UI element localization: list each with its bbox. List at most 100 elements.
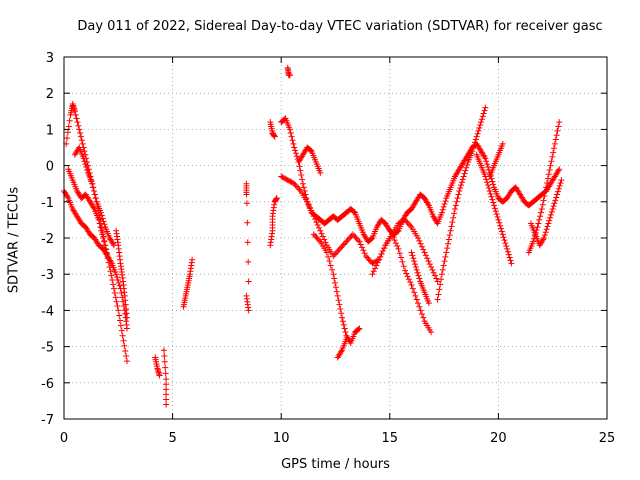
data-point: [343, 336, 350, 343]
y-tick-label: 1: [46, 123, 54, 138]
data-point: [507, 257, 514, 264]
data-point: [553, 132, 560, 139]
data-point: [482, 155, 489, 162]
data-point: [75, 122, 82, 129]
data-point: [317, 169, 324, 176]
data-point: [430, 269, 437, 276]
data-point: [488, 193, 495, 200]
data-point: [412, 292, 419, 299]
data-point: [358, 244, 365, 251]
data-point: [318, 230, 325, 237]
data-point: [99, 215, 106, 222]
data-point: [113, 298, 120, 305]
data-point: [335, 297, 342, 304]
data-point: [336, 301, 343, 308]
data-point: [541, 232, 548, 239]
data-point: [357, 241, 364, 248]
data-point: [279, 174, 286, 181]
data-point: [418, 243, 425, 250]
data-point: [463, 164, 470, 171]
data-point: [293, 153, 300, 160]
data-point: [110, 281, 117, 288]
data-point: [438, 276, 445, 283]
data-point: [551, 200, 558, 207]
data-point: [530, 238, 537, 245]
data-point: [296, 186, 303, 193]
data-point: [491, 202, 498, 209]
data-point: [100, 218, 107, 225]
data-point: [325, 253, 332, 260]
data-point: [162, 370, 169, 377]
data-point: [556, 182, 563, 189]
data-point: [470, 145, 477, 152]
data-point: [105, 259, 112, 266]
data-point: [352, 234, 359, 241]
data-point: [555, 185, 562, 192]
data-point: [113, 274, 120, 281]
data-point: [536, 216, 543, 223]
data-point: [245, 307, 252, 314]
data-point: [243, 200, 250, 207]
data-point: [542, 229, 549, 236]
data-point: [489, 196, 496, 203]
data-point: [436, 286, 443, 293]
data-point: [293, 183, 300, 190]
y-tick-label: -5: [41, 341, 54, 356]
data-point: [415, 235, 422, 241]
data-point: [558, 177, 565, 184]
data-point: [418, 311, 425, 318]
data-point: [459, 176, 466, 183]
data-point: [476, 124, 483, 131]
data-point: [244, 219, 251, 226]
data-point: [90, 204, 97, 211]
data-point: [390, 234, 397, 241]
data-point: [551, 140, 558, 147]
data-point: [298, 172, 305, 179]
data-point: [425, 258, 432, 265]
data-point: [455, 191, 462, 198]
data-point: [547, 214, 554, 221]
data-point: [341, 325, 348, 332]
data-point: [321, 236, 328, 243]
data-point: [544, 223, 551, 230]
data-point: [84, 166, 91, 173]
data-point: [66, 117, 73, 124]
data-point: [288, 133, 295, 140]
data-point: [326, 258, 333, 265]
data-point: [502, 240, 509, 247]
data-point: [440, 262, 447, 269]
data-point: [503, 242, 510, 249]
data-point: [330, 271, 337, 278]
data-point: [65, 123, 72, 130]
data-point: [364, 254, 371, 261]
data-point: [97, 209, 104, 216]
data-point: [429, 266, 436, 273]
data-point: [349, 231, 356, 238]
data-point: [80, 155, 87, 162]
data-point: [360, 247, 367, 254]
data-point: [309, 210, 316, 217]
data-point: [304, 198, 311, 205]
data-point: [448, 223, 455, 230]
data-point: [400, 263, 407, 270]
data-point: [543, 184, 550, 191]
data-point: [471, 142, 478, 149]
data-point: [116, 312, 123, 319]
data-point: [295, 185, 302, 192]
data-point: [481, 153, 488, 160]
data-point: [495, 216, 502, 223]
data-point: [549, 206, 556, 213]
data-point: [544, 175, 551, 182]
data-point: [433, 275, 440, 282]
data-point: [335, 247, 342, 254]
data-point: [428, 263, 435, 270]
data-point: [101, 221, 108, 228]
data-point: [546, 166, 553, 173]
data-point: [71, 108, 78, 115]
data-point: [442, 253, 449, 260]
data-point: [413, 266, 420, 273]
data-point: [424, 255, 431, 262]
data-point: [91, 191, 98, 198]
y-tick-label: -2: [41, 232, 54, 247]
x-axis-label: GPS time / hours: [281, 457, 390, 472]
